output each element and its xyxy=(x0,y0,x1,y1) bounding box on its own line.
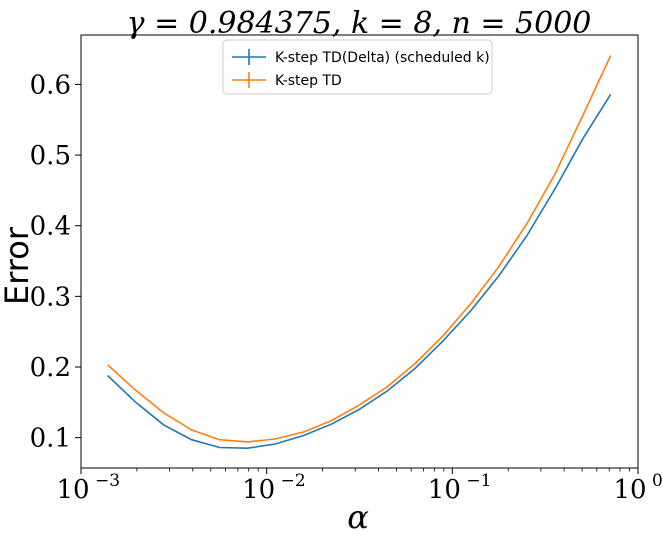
x-tick-exponent: −3 xyxy=(95,471,120,491)
y-tick-label: 0.2 xyxy=(30,353,71,383)
y-tick-label: 0.4 xyxy=(30,212,71,242)
legend-label-series-1: K-step TD(Delta) (scheduled k) xyxy=(275,50,490,66)
series-line-2 xyxy=(107,55,612,443)
x-tick-exponent: −1 xyxy=(466,471,491,491)
y-tick-label: 0.6 xyxy=(30,70,71,100)
x-tick-label: 10 xyxy=(613,475,646,505)
plot-frame xyxy=(80,34,639,469)
x-tick-exponent: 0 xyxy=(652,471,662,491)
x-axis-label: α xyxy=(347,498,369,536)
x-tick-label: 10 xyxy=(242,475,275,505)
legend: K-step TD(Delta) (scheduled k) K-step TD xyxy=(222,39,493,95)
x-tick-exponent: −2 xyxy=(281,471,306,491)
series-line-1 xyxy=(107,93,612,450)
x-tick-label: 10 xyxy=(428,475,461,505)
x-axis: 10 −3 10 −2 10 −1 10 0 xyxy=(56,468,662,505)
y-tick-label: 0.5 xyxy=(30,141,71,171)
y-tick-label: 0.1 xyxy=(30,424,71,454)
chart-title: γ = 0.984375, k = 8, n = 5000 xyxy=(127,6,592,41)
y-axis-label: Error xyxy=(0,226,36,305)
series-layer xyxy=(107,55,612,450)
x-tick-label: 10 xyxy=(56,475,89,505)
y-axis: 0.1 0.2 0.3 0.4 0.5 0.6 xyxy=(30,70,81,454)
legend-frame xyxy=(222,39,493,95)
legend-label-series-2: K-step TD xyxy=(275,73,342,89)
y-tick-label: 0.3 xyxy=(30,282,71,312)
